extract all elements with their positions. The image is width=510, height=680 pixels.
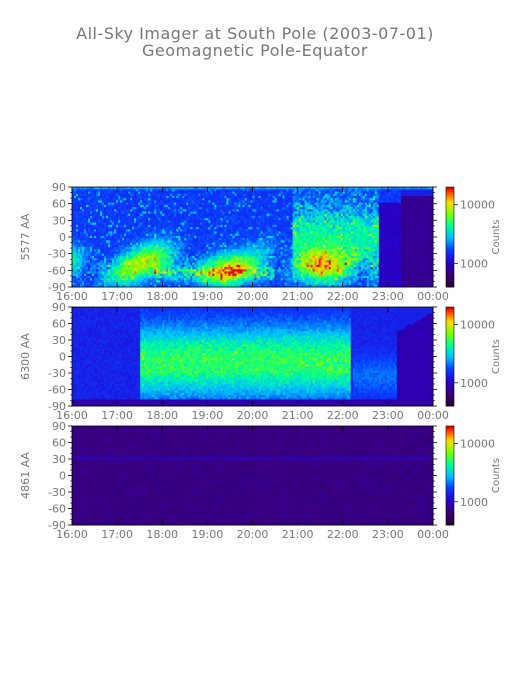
y-tick-label: -60	[48, 503, 66, 516]
colorbar-tick-label: 10000	[460, 199, 495, 212]
x-tick-label: 22:00	[327, 528, 359, 541]
x-tick-label: 18:00	[146, 528, 178, 541]
x-tick-label: 17:00	[101, 290, 133, 303]
x-tick-label: 21:00	[282, 290, 314, 303]
x-tick-label: 00:00	[417, 290, 449, 303]
colorbar-tick-label: 10000	[460, 319, 495, 332]
x-tick-label: 22:00	[327, 409, 359, 422]
y-tick-label: -60	[48, 384, 66, 397]
colorbar-tick-label: 10000	[460, 438, 495, 451]
x-tick-label: 16:00	[56, 290, 88, 303]
y-tick-label: -90	[48, 281, 66, 294]
x-tick-label: 16:00	[56, 528, 88, 541]
y-tick-label: 60	[52, 198, 66, 211]
y-tick-label: -60	[48, 264, 66, 277]
y-tick-label: 60	[52, 437, 66, 450]
colorbar: 1000 10000 Counts	[445, 186, 502, 288]
y-tick-label: 0	[59, 470, 66, 483]
y-tick-label: 30	[52, 453, 66, 466]
y-tick-label: -30	[48, 486, 66, 499]
colorbar: 1000 10000 Counts	[445, 425, 502, 526]
x-tick-label: 17:00	[101, 528, 133, 541]
x-tick-label: 20:00	[237, 528, 269, 541]
y-tick-label: 90	[52, 301, 66, 314]
y-tick-label: -90	[48, 400, 66, 413]
x-tick-label: 19:00	[192, 409, 224, 422]
y-axis-label: 4861 AA	[19, 452, 32, 499]
y-tick-label: -30	[48, 248, 66, 261]
chart-title: All-Sky Imager at South Pole (2003-07-01…	[0, 24, 510, 43]
x-tick-label: 16:00	[56, 409, 88, 422]
x-tick-label: 17:00	[101, 409, 133, 422]
x-tick-label: 19:00	[192, 290, 224, 303]
y-tick-label: 90	[52, 420, 66, 433]
x-tick-label: 18:00	[146, 409, 178, 422]
colorbar: 1000 10000 Counts	[445, 306, 502, 407]
y-tick-label: 30	[52, 334, 66, 347]
colorbar-label: Counts	[491, 220, 502, 255]
x-tick-label: 20:00	[237, 290, 269, 303]
colorbar-tick-label: 1000	[460, 258, 488, 271]
colorbar-tick-label: 1000	[460, 377, 488, 390]
y-tick-label: 0	[59, 351, 66, 364]
chart-subtitle: Geomagnetic Pole-Equator	[0, 41, 510, 60]
x-tick-label: 21:00	[282, 528, 314, 541]
heatmap-cells	[72, 187, 434, 288]
heatmap-cells	[72, 307, 434, 407]
x-tick-label: 22:00	[327, 290, 359, 303]
x-tick-label: 21:00	[282, 409, 314, 422]
y-tick-label: 90	[52, 181, 66, 194]
y-tick-label: -30	[48, 367, 66, 380]
y-tick-label: 0	[59, 231, 66, 244]
x-tick-label: 00:00	[417, 528, 449, 541]
y-tick-label: -90	[48, 519, 66, 532]
colorbar-label: Counts	[491, 458, 502, 493]
colorbar-tick-label: 1000	[460, 496, 488, 509]
x-tick-label: 23:00	[372, 290, 404, 303]
heatmap-cells	[72, 426, 434, 526]
x-tick-label: 18:00	[146, 290, 178, 303]
colorbar-frame	[445, 425, 455, 526]
x-tick-label: 00:00	[417, 409, 449, 422]
x-tick-label: 23:00	[372, 528, 404, 541]
colorbar-label: Counts	[491, 339, 502, 374]
x-tick-label: 20:00	[237, 409, 269, 422]
colorbar-frame	[445, 186, 455, 288]
x-tick-label: 23:00	[372, 409, 404, 422]
y-tick-label: 60	[52, 318, 66, 331]
y-axis-label: 5577 AA	[19, 213, 32, 260]
y-tick-label: 30	[52, 214, 66, 227]
y-axis-label: 6300 AA	[19, 333, 32, 380]
x-tick-label: 19:00	[192, 528, 224, 541]
colorbar-frame	[445, 306, 455, 407]
